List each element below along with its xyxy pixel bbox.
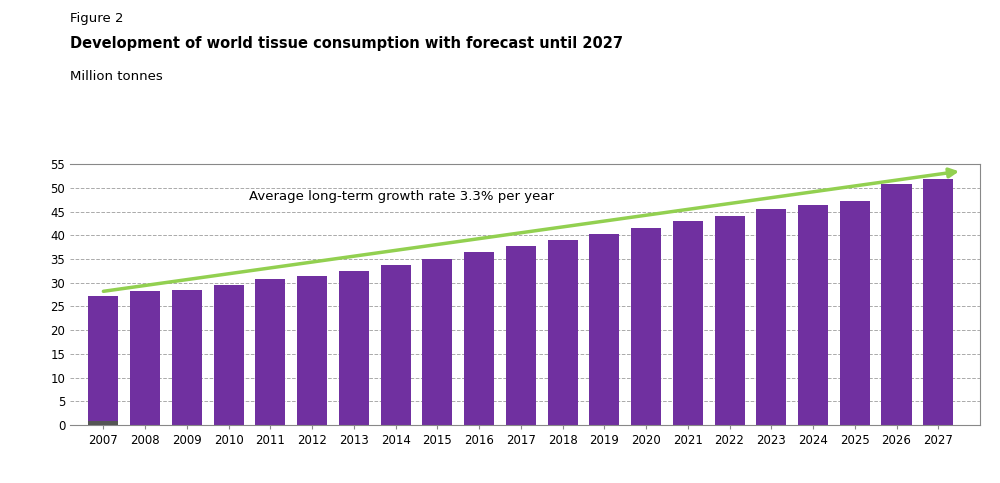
- Text: Average long-term growth rate 3.3% per year: Average long-term growth rate 3.3% per y…: [249, 190, 554, 203]
- Bar: [172, 290, 202, 425]
- Bar: [631, 228, 661, 425]
- Bar: [255, 280, 285, 425]
- Bar: [381, 265, 411, 425]
- Bar: [422, 258, 452, 425]
- Bar: [88, 296, 118, 425]
- Text: Figure 2: Figure 2: [70, 12, 124, 25]
- Bar: [715, 216, 745, 425]
- Bar: [339, 271, 369, 425]
- Bar: [214, 284, 244, 425]
- Bar: [130, 291, 160, 425]
- Bar: [297, 276, 327, 425]
- Bar: [798, 204, 828, 425]
- Bar: [756, 209, 786, 425]
- Bar: [589, 234, 619, 425]
- Text: Million tonnes: Million tonnes: [70, 70, 163, 83]
- Bar: [923, 179, 953, 425]
- Bar: [881, 184, 912, 425]
- Bar: [464, 252, 494, 425]
- Bar: [88, 421, 118, 425]
- Text: Development of world tissue consumption with forecast until 2027: Development of world tissue consumption …: [70, 36, 623, 51]
- Bar: [548, 240, 578, 425]
- Bar: [840, 201, 870, 425]
- Bar: [506, 246, 536, 425]
- Bar: [673, 221, 703, 425]
